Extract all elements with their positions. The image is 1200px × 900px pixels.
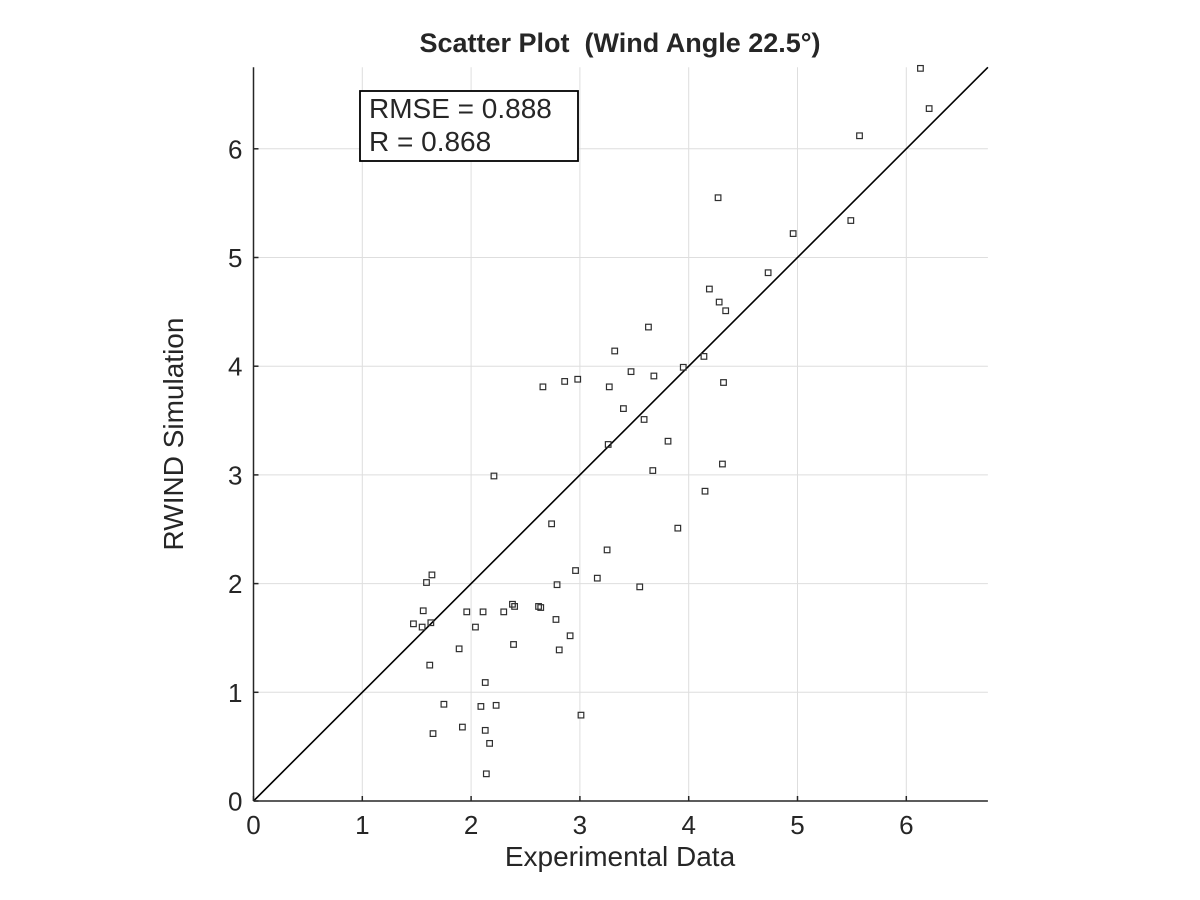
scatter-point: [477, 703, 485, 710]
scatter-point: [679, 363, 687, 371]
scatter-point: [463, 608, 471, 616]
x-axis-label: Experimental Data: [505, 841, 736, 872]
scatter-point: [490, 472, 498, 480]
scatter-point: [552, 616, 560, 623]
scatter-point: [427, 619, 435, 627]
scatter-point: [561, 378, 569, 385]
y-tick-label: 2: [228, 569, 242, 599]
scatter-point: [510, 641, 517, 648]
scatter-point: [555, 646, 563, 654]
scatter-point: [426, 661, 434, 669]
scatter-point: [511, 603, 519, 610]
scatter-point: [700, 353, 708, 360]
scatter-point: [650, 372, 658, 380]
scatter-point: [701, 487, 709, 495]
scatter-point: [428, 571, 436, 579]
scatter-point: [674, 524, 682, 532]
scatter-point: [574, 375, 582, 383]
y-tick-label: 4: [228, 352, 242, 382]
scatter-point: [636, 583, 644, 591]
scatter-point: [455, 645, 463, 653]
scatter-point: [664, 437, 672, 445]
scatter-point: [604, 441, 612, 448]
x-tick-label: 4: [681, 810, 695, 840]
chart-title: Scatter Plot (Wind Angle 22.5°): [419, 28, 820, 58]
annotation-border: [359, 90, 579, 162]
scatter-point: [649, 467, 657, 474]
scatter-point: [423, 579, 430, 586]
x-tick-label: 5: [790, 810, 804, 840]
scatter-point: [627, 368, 635, 376]
scatter-point: [458, 723, 466, 731]
scatter-point: [535, 603, 542, 610]
r-value-text: R = 0.868: [369, 126, 491, 157]
scatter-point: [593, 574, 601, 582]
scatter-point: [509, 600, 516, 608]
scatter-point: [553, 581, 561, 589]
tick-labels: 0 1 2 3 4 5 6 0 1 2 3 4 5 6: [228, 134, 914, 840]
scatter-point: [720, 379, 727, 386]
scatter-point: [856, 132, 863, 140]
identity-line: [252, 66, 989, 802]
scatter-points: [410, 64, 933, 778]
annotation-box: RMSE = 0.888 R = 0.868: [359, 90, 579, 162]
scatter-point: [605, 383, 613, 391]
identity-line-segment: [252, 66, 989, 802]
scatter-point: [537, 604, 545, 611]
x-tick-label: 6: [899, 810, 913, 840]
scatter-point: [572, 567, 579, 574]
scatter-point: [764, 269, 772, 277]
scatter-point: [481, 679, 489, 686]
x-tick-label: 3: [573, 810, 587, 840]
scatter-point: [705, 285, 713, 293]
scatter-point: [715, 298, 723, 306]
y-tick-label: 1: [228, 678, 242, 708]
axes: [252, 67, 988, 802]
scatter-point: [429, 730, 437, 738]
scatter-point: [611, 347, 619, 355]
scatter-point: [566, 632, 574, 640]
y-tick-label: 3: [228, 460, 242, 490]
scatter-point: [917, 64, 924, 72]
scatter-point: [500, 608, 508, 616]
scatter-point: [847, 217, 855, 224]
scatter-point: [410, 620, 417, 628]
scatter-point: [479, 608, 487, 616]
x-tick-label: 0: [246, 810, 260, 840]
scatter-point: [577, 711, 585, 719]
scatter-point: [640, 416, 648, 423]
scatter-point: [645, 323, 652, 331]
scatter-point: [925, 105, 933, 112]
y-tick-label: 0: [228, 787, 242, 817]
x-tick-label: 1: [355, 810, 369, 840]
scatter-point: [472, 623, 479, 631]
scatter-point: [419, 607, 427, 615]
scatter-point: [486, 739, 493, 747]
scatter-point: [714, 194, 722, 202]
scatter-point: [603, 546, 611, 554]
scatter-point: [620, 405, 627, 412]
y-tick-label: 6: [228, 134, 242, 164]
rmse-value-text: RMSE = 0.888: [369, 93, 552, 124]
scatter-point: [789, 230, 797, 237]
scatter-point: [440, 700, 448, 708]
scatter-point: [481, 726, 489, 734]
scatter-point: [719, 460, 726, 468]
scatter-point: [539, 383, 547, 391]
y-tick-label: 5: [228, 243, 242, 273]
scatter-point: [482, 770, 490, 778]
scatter-point: [418, 623, 426, 631]
scatter-point: [548, 520, 556, 528]
scatter-point: [492, 701, 500, 709]
y-axis-label: RWIND Simulation: [158, 318, 189, 551]
scatter-point: [722, 307, 730, 315]
x-tick-label: 2: [464, 810, 478, 840]
